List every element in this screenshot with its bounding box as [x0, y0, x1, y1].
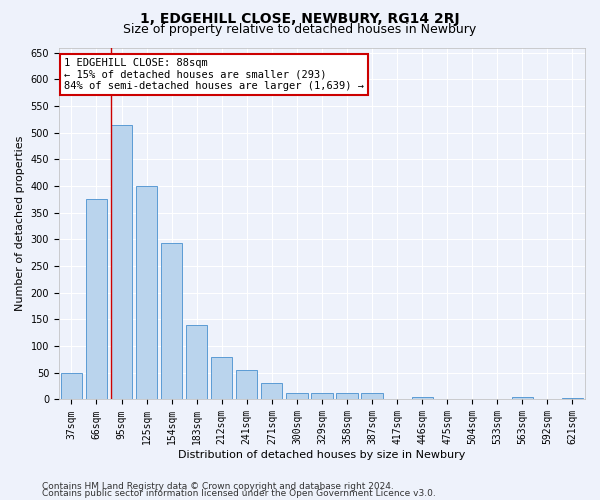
Text: 1, EDGEHILL CLOSE, NEWBURY, RG14 2RJ: 1, EDGEHILL CLOSE, NEWBURY, RG14 2RJ	[140, 12, 460, 26]
Bar	[562, 398, 583, 400]
Bar	[261, 384, 283, 400]
Bar	[361, 392, 383, 400]
Bar	[86, 200, 107, 400]
Bar	[512, 398, 533, 400]
Bar	[186, 325, 208, 400]
Text: 1 EDGEHILL CLOSE: 88sqm
← 15% of detached houses are smaller (293)
84% of semi-d: 1 EDGEHILL CLOSE: 88sqm ← 15% of detache…	[64, 58, 364, 92]
Bar	[337, 393, 358, 400]
Bar	[61, 373, 82, 400]
Bar	[286, 393, 308, 400]
Bar	[236, 370, 257, 400]
Bar	[136, 186, 157, 400]
Bar	[111, 125, 132, 400]
Bar	[412, 398, 433, 400]
Text: Size of property relative to detached houses in Newbury: Size of property relative to detached ho…	[124, 22, 476, 36]
Bar	[211, 357, 232, 400]
Text: Contains public sector information licensed under the Open Government Licence v3: Contains public sector information licen…	[42, 489, 436, 498]
Bar	[311, 393, 332, 400]
Y-axis label: Number of detached properties: Number of detached properties	[15, 136, 25, 311]
Bar	[161, 243, 182, 400]
X-axis label: Distribution of detached houses by size in Newbury: Distribution of detached houses by size …	[178, 450, 466, 460]
Text: Contains HM Land Registry data © Crown copyright and database right 2024.: Contains HM Land Registry data © Crown c…	[42, 482, 394, 491]
